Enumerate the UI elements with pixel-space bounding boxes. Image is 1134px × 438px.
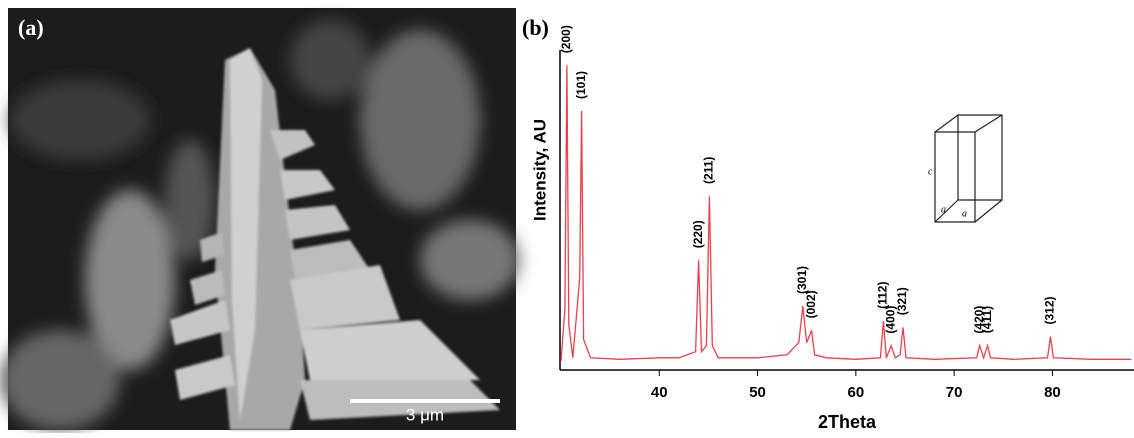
x-tick-label: 60 xyxy=(848,384,865,401)
x-axis-label: 2Theta xyxy=(818,412,877,432)
peak-label: (312) xyxy=(1043,296,1057,324)
inset-label: c xyxy=(928,166,933,177)
peak-label: (411) xyxy=(980,306,994,333)
peak-label: (321) xyxy=(895,287,909,315)
panel-label: (b) xyxy=(522,15,549,40)
figure: 3 μm (a) (b) Intensity, AU 2Theta 40 50 60… xyxy=(0,0,1134,433)
xrd-chart: (b) Intensity, AU 2Theta 40 50 60 70 80 (200)… xyxy=(522,15,1134,432)
sem-image: 3 μm (a) xyxy=(0,8,520,430)
peak-label: (112) xyxy=(876,282,890,309)
peak-label: (211) xyxy=(702,157,716,184)
x-tick-label: 40 xyxy=(651,384,668,401)
peak-label: (200) xyxy=(559,25,573,53)
scale-bar-label: 3 μm xyxy=(406,405,444,424)
peak-label: (002) xyxy=(804,290,818,318)
panel-label: (a) xyxy=(18,15,44,40)
peak-label: (301) xyxy=(795,266,809,294)
x-tick-label: 50 xyxy=(749,384,766,401)
inset-label: a xyxy=(962,208,967,219)
x-tick-label: 80 xyxy=(1044,384,1061,401)
x-tick-label: 70 xyxy=(946,384,963,401)
inset-label: a xyxy=(941,204,946,215)
peak-label: (220) xyxy=(691,220,705,248)
y-axis-label: Intensity, AU xyxy=(530,119,549,221)
peak-label: (101) xyxy=(574,71,588,99)
